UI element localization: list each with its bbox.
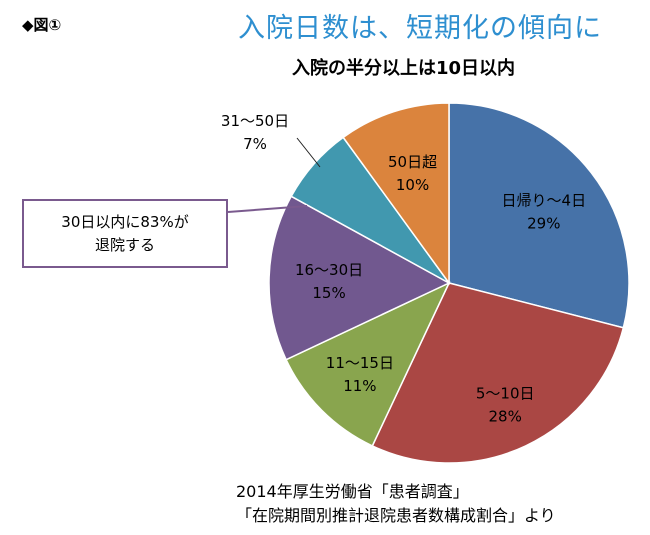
slice-label-name-6: 50日超	[388, 153, 437, 171]
slice-label-name-2: 5～10日	[476, 384, 535, 402]
slice-label-percent-5: 7%	[243, 135, 267, 153]
slice-label-percent-4: 15%	[312, 284, 345, 302]
source-line-2: 「在院期間別推計退院患者数構成割合」より	[236, 506, 556, 525]
callout-line-2: 退院する	[94, 235, 155, 254]
source-line-1: 2014年厚生労働省「患者調査」	[236, 482, 469, 501]
slice-label-name-5: 31～50日	[221, 112, 289, 130]
pie-slice-1	[448, 102, 630, 329]
slice-label-percent-1: 29%	[527, 214, 560, 232]
pie-slice-6	[342, 102, 450, 286]
chart-title: 入院の半分以上は10日以内	[292, 58, 516, 79]
source-note: 2014年厚生労働省「患者調査」 「在院期間別推計退院患者数構成割合」より	[236, 480, 556, 528]
slice-label-name-3: 11～15日	[326, 354, 394, 372]
pie-slice-2	[371, 282, 625, 464]
slice-label-name-1: 日帰り～4日	[502, 191, 587, 209]
figure-label: ◆図①	[22, 16, 62, 34]
slice-label-name-4: 16～30日	[295, 261, 363, 279]
pie-slice-4	[268, 195, 451, 361]
slice-label-percent-6: 10%	[396, 176, 429, 194]
leader-line	[296, 137, 321, 168]
slice-label-percent-3: 11%	[343, 377, 376, 395]
pie-slice-3	[285, 281, 451, 447]
callout-connector-line	[227, 205, 308, 213]
callout-line-1: 30日以内に83%が	[61, 212, 189, 231]
callout-box: 30日以内に83%が 退院する	[22, 199, 228, 268]
slice-label-percent-2: 28%	[489, 407, 522, 425]
headline: 入院日数は、短期化の傾向に	[238, 13, 602, 44]
